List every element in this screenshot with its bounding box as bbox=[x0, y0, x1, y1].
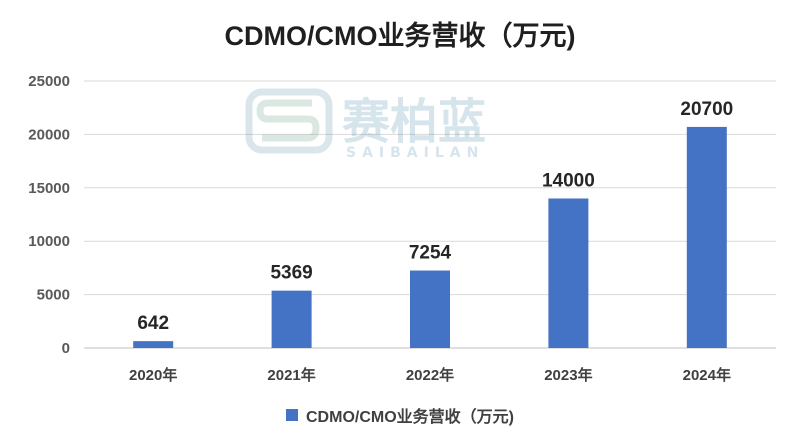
data-label: 20700 bbox=[680, 99, 733, 120]
bar bbox=[271, 290, 312, 348]
data-label: 642 bbox=[137, 313, 169, 334]
bar bbox=[410, 270, 450, 348]
x-tick-label: 2021年 bbox=[267, 366, 315, 384]
data-label: 7254 bbox=[409, 243, 452, 264]
watermark-logo-s bbox=[256, 99, 320, 142]
bar bbox=[548, 198, 589, 348]
y-tick-label: 0 bbox=[62, 340, 70, 357]
y-tick-label: 10000 bbox=[28, 233, 70, 250]
x-tick-label: 2023年 bbox=[544, 366, 592, 384]
y-tick-label: 20000 bbox=[28, 126, 70, 143]
x-tick-label: 2024年 bbox=[683, 366, 731, 384]
bar bbox=[686, 126, 727, 348]
data-label: 5369 bbox=[270, 263, 312, 284]
watermark-logo: 赛柏蓝 SAIBAILAN bbox=[245, 88, 486, 161]
y-axis-ticks: 0 5000 10000 15000 20000 25000 bbox=[28, 73, 70, 357]
data-labels: 642 5369 7254 14000 20700 bbox=[137, 99, 733, 334]
legend: CDMO/CMO业务营收（万元) bbox=[0, 403, 800, 427]
data-label: 14000 bbox=[542, 170, 595, 191]
bar bbox=[133, 341, 174, 348]
y-tick-label: 15000 bbox=[28, 180, 70, 197]
chart-title: CDMO/CMO业务营收（万元) bbox=[224, 21, 576, 51]
x-axis-ticks: 2020年 2021年 2022年 2023年 2024年 bbox=[129, 366, 731, 384]
legend-label: CDMO/CMO业务营收（万元) bbox=[306, 409, 514, 426]
x-tick-label: 2020年 bbox=[129, 366, 177, 384]
x-tick-label: 2022年 bbox=[406, 366, 454, 384]
bar-series bbox=[133, 126, 727, 348]
watermark-subtext: SAIBAILAN bbox=[346, 145, 484, 161]
legend-swatch bbox=[286, 409, 298, 421]
y-tick-label: 25000 bbox=[28, 73, 70, 90]
watermark-logo-outline bbox=[245, 88, 333, 154]
watermark-text: 赛柏蓝 bbox=[342, 94, 486, 150]
y-tick-label: 5000 bbox=[37, 287, 70, 304]
